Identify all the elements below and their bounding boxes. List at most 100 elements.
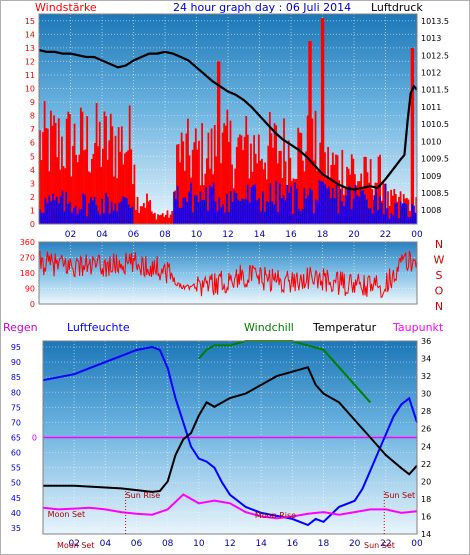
- left-tick-label: 1: [30, 206, 35, 215]
- right-tick-label: 1012: [421, 69, 441, 78]
- wind-average-bar: [384, 183, 387, 224]
- wind-gust-bar: [338, 180, 341, 224]
- wind-average-bar: [396, 202, 398, 224]
- wind-average-bar: [125, 198, 128, 224]
- wind-average-bar: [195, 195, 198, 224]
- wind-average-bar: [88, 203, 90, 224]
- temperature-tick-label: 28: [421, 407, 431, 416]
- wind-average-bar: [220, 207, 223, 224]
- wind-average-bar: [388, 218, 391, 224]
- wind-average-bar: [382, 214, 385, 224]
- wind-gust-bar: [182, 141, 185, 224]
- wind-gust-bar: [142, 202, 145, 224]
- wind-gust-bar: [141, 206, 144, 224]
- wind-average-bar: [127, 204, 130, 224]
- left-tick-label: 9: [30, 98, 35, 107]
- wind-average-bar: [316, 200, 319, 224]
- wind-average-bar: [56, 196, 58, 224]
- temp-humidity-legend: Regen Luftfeuchte Windchill Temperatur Taupu…: [3, 321, 444, 334]
- wind-gust-bar: [239, 134, 241, 224]
- wind-average-bar: [313, 213, 315, 224]
- wind-average-bar: [108, 213, 111, 224]
- wind-gust-bar: [147, 201, 150, 224]
- wind-gust-bar: [231, 164, 233, 224]
- wind-average-bar: [296, 188, 298, 224]
- wind-gust-bar: [108, 140, 111, 224]
- wind-gust-bar: [42, 132, 44, 224]
- wind-gust-bar: [166, 210, 169, 224]
- wind-average-bar: [205, 187, 207, 224]
- wind-gust-bar: [168, 217, 170, 224]
- temperature-tick-label: 18: [421, 495, 431, 504]
- wind-average-bar: [250, 187, 253, 224]
- wind-gust-bar: [78, 154, 81, 224]
- wind-average-bar: [57, 203, 60, 224]
- direction-tick-label: 360: [20, 238, 35, 247]
- wind-gust-bar: [62, 166, 65, 224]
- sun-moon-label: Moon Rise: [255, 511, 296, 520]
- left-tick-label: 10: [25, 85, 35, 94]
- wind-gust-bar: [276, 163, 279, 224]
- wind-gust-bar: [97, 146, 100, 224]
- humidity-tick-label: 70: [11, 418, 21, 427]
- wind-gust-bar: [210, 128, 213, 224]
- wind-gust-bar: [157, 214, 159, 224]
- wind-gust-bar: [109, 113, 112, 224]
- wind-gust-bar: [316, 170, 318, 224]
- wind-gust-bar: [155, 219, 158, 224]
- wind-gust-bar: [412, 47, 415, 224]
- wind-average-bar: [212, 182, 215, 224]
- wind-average-bar: [288, 192, 291, 224]
- wind-gust-bar: [119, 151, 122, 224]
- wind-gust-bar: [322, 18, 325, 225]
- x-tick-label: 06: [131, 539, 143, 549]
- right-tick-label: 1010.5: [421, 120, 449, 129]
- wind-gust-bar: [308, 41, 311, 225]
- compass-label: O: [435, 285, 444, 298]
- wind-gust-bar: [84, 149, 87, 224]
- wind-average-bar: [216, 211, 219, 224]
- wind-gust-bar: [352, 158, 355, 224]
- wind-average-bar: [390, 213, 393, 224]
- wind-average-bar: [93, 196, 96, 224]
- wind-gust-bar: [169, 214, 172, 224]
- wind-gust-bar: [382, 182, 385, 224]
- wind-gust-bar: [171, 210, 174, 224]
- temperature-tick-label: 26: [421, 425, 431, 434]
- wind-average-bar: [350, 209, 353, 224]
- wind-gust-bar: [374, 182, 377, 224]
- wind-average-bar: [282, 195, 285, 224]
- wind-gust-bar: [193, 142, 196, 224]
- x-tick-label: 08: [162, 539, 174, 549]
- wind-gust-bar: [363, 156, 366, 224]
- humidity-tick-label: 35: [11, 524, 21, 533]
- wind-average-bar: [190, 182, 192, 224]
- sun-moon-label: Sun Set: [364, 541, 395, 550]
- wind-average-bar: [280, 198, 283, 224]
- wind-average-bar: [284, 200, 287, 224]
- wind-gust-bar: [191, 149, 194, 224]
- wind-gust-bar: [398, 196, 400, 224]
- wind-gust-bar: [122, 164, 125, 224]
- wind-average-bar: [254, 184, 257, 224]
- wind-gust-bar: [185, 133, 188, 224]
- wind-gust-bar: [298, 132, 301, 224]
- wind-gust-bar: [346, 166, 348, 224]
- wind-average-bar: [237, 199, 240, 224]
- series-line-taupunkt: [42, 493, 418, 520]
- wind-gust-bar: [92, 153, 95, 224]
- wind-gust-bar: [393, 188, 396, 224]
- wind-average-bar: [413, 205, 415, 224]
- wind-gust-bar: [131, 184, 134, 224]
- x-tick-label: 22: [380, 230, 391, 240]
- wind-average-bar: [203, 199, 206, 224]
- wind-average-bar: [52, 193, 54, 224]
- wind-average-bar: [63, 211, 66, 224]
- wind-average-bar: [118, 202, 120, 224]
- wind-gust-bar: [267, 145, 270, 224]
- panel-1-frame: [38, 13, 418, 225]
- wind-bars: [39, 18, 418, 225]
- wind-average-bar: [224, 212, 226, 224]
- wind-pressure-ticks: 02 04 06 08 10 12 14 16 18 20 22 000123456789101112…: [25, 13, 449, 240]
